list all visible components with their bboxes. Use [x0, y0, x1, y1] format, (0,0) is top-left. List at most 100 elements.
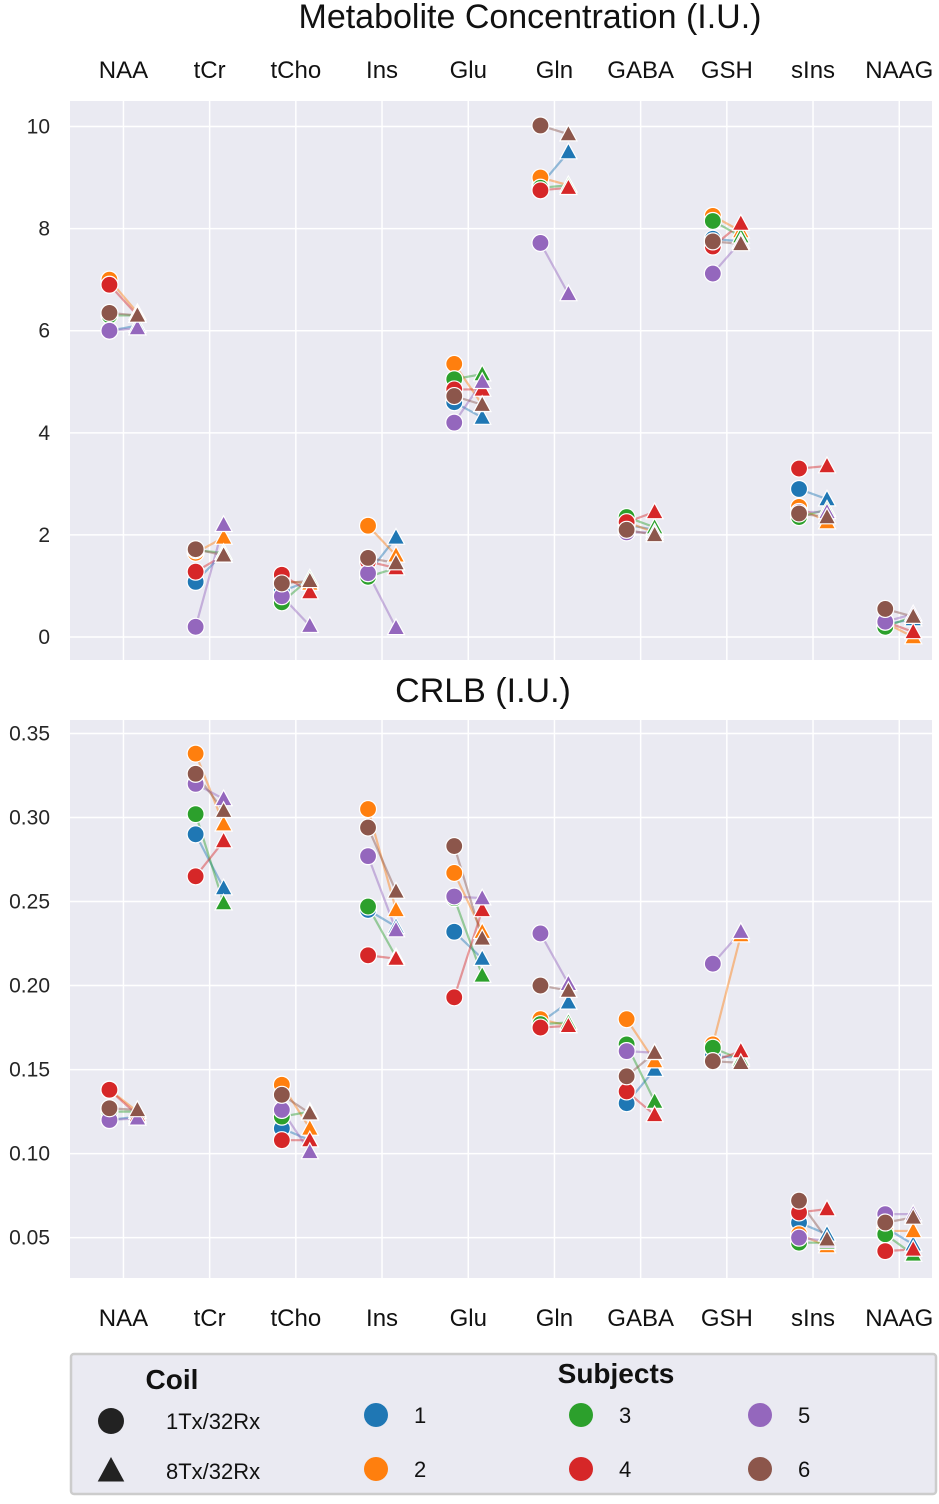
point-8tx-32rx: [214, 892, 234, 911]
point-8tx-32rx: [472, 407, 492, 425]
category-label: sIns: [791, 57, 835, 84]
category-label: sIns: [791, 1305, 835, 1332]
point-8tx-32rx: [472, 394, 492, 413]
category-label: Gln: [536, 1305, 573, 1332]
category-label: NAAG: [865, 57, 933, 84]
point-1tx-32rx: [703, 954, 722, 973]
paired-line: [194, 833, 225, 889]
category-label: Glu: [450, 1305, 487, 1332]
point-8tx-32rx: [386, 881, 406, 899]
point-1tx-32rx: [617, 1082, 636, 1101]
point-1tx-32rx: [358, 564, 378, 583]
category-label: NAA: [99, 1305, 148, 1332]
legend-coil-title: Coil: [146, 1364, 199, 1395]
legend-frame: [69, 1352, 938, 1496]
point-8tx-32rx: [558, 123, 579, 142]
point-1tx-32rx: [358, 516, 378, 535]
point-8tx-32rx: [300, 615, 320, 634]
point-8tx-32rx: [645, 1104, 665, 1123]
legend-subject-marker: [748, 1457, 772, 1481]
point-1tx-32rx: [100, 303, 119, 322]
legend-subject-label: 2: [414, 1457, 426, 1482]
point-1tx-32rx: [789, 479, 809, 499]
point-8tx-32rx: [472, 928, 492, 946]
category-label: GSH: [701, 57, 753, 84]
concentration-panel: 0 2 4 6 8 10 NAA tCr tCho Ins Glu Gln GABA GSH sIns NAA…: [27, 0, 933, 660]
point-8tx-32rx: [214, 514, 234, 533]
point-1tx-32rx: [358, 548, 378, 567]
point-1tx-32rx: [100, 1099, 119, 1118]
point-8tx-32rx: [903, 606, 923, 625]
y-tick-label: 8: [38, 218, 50, 241]
point-1tx-32rx: [703, 1052, 722, 1071]
point-8tx-32rx: [558, 141, 579, 160]
point-8tx-32rx: [386, 527, 406, 545]
category-label: GSH: [701, 1305, 753, 1332]
point-1tx-32rx: [445, 354, 464, 374]
point-1tx-32rx: [703, 264, 722, 283]
paired-line: [367, 827, 398, 892]
legend-subject-label: 6: [798, 1457, 810, 1482]
legend-subject-marker: [569, 1457, 593, 1481]
legend-subject-marker: [569, 1403, 593, 1427]
point-1tx-32rx: [531, 233, 550, 253]
y-tick-label: 0: [38, 626, 50, 649]
point-1tx-32rx: [100, 1080, 119, 1099]
y-tick-label: 0.10: [9, 1143, 50, 1166]
point-8tx-32rx: [472, 887, 492, 906]
point-8tx-32rx: [472, 899, 492, 918]
point-8tx-32rx: [558, 283, 579, 302]
point-1tx-32rx: [617, 1042, 636, 1061]
point-1tx-32rx: [789, 1191, 809, 1210]
y-tick-label: 6: [38, 320, 50, 343]
point-1tx-32rx: [445, 887, 464, 906]
point-1tx-32rx: [272, 1100, 291, 1120]
point-1tx-32rx: [186, 562, 205, 581]
category-label: Ins: [366, 1305, 398, 1332]
legend-subject-marker: [748, 1403, 772, 1427]
point-1tx-32rx: [186, 540, 205, 559]
legend-subject-label: 3: [619, 1403, 631, 1428]
category-label: GABA: [607, 1305, 674, 1332]
legend-subject-label: 1: [414, 1403, 426, 1428]
legend-triangle-marker: [97, 1457, 125, 1482]
point-1tx-32rx: [531, 116, 550, 135]
point-8tx-32rx: [817, 1198, 837, 1217]
legend: Coil 1Tx/32Rx 8Tx/32Rx Subjects 1 2 3 4 5 6: [69, 1352, 938, 1496]
point-1tx-32rx: [358, 897, 378, 916]
point-8tx-32rx: [731, 213, 751, 231]
point-1tx-32rx: [617, 520, 636, 539]
point-8tx-32rx: [731, 233, 751, 252]
y-tick-label: 0.25: [9, 891, 50, 914]
point-1tx-32rx: [617, 1010, 636, 1029]
point-1tx-32rx: [272, 1085, 291, 1104]
point-1tx-32rx: [358, 818, 378, 837]
category-label: Ins: [366, 57, 398, 84]
point-1tx-32rx: [186, 867, 205, 886]
point-1tx-32rx: [531, 976, 550, 995]
point-1tx-32rx: [186, 825, 205, 844]
point-8tx-32rx: [558, 980, 579, 998]
legend-subjects-title: Subjects: [558, 1358, 675, 1389]
point-8tx-32rx: [903, 621, 923, 640]
paired-line: [711, 934, 742, 1045]
plot-background: [70, 720, 932, 1278]
point-8tx-32rx: [817, 1229, 837, 1247]
paired-line: [367, 855, 398, 931]
point-1tx-32rx: [531, 1018, 550, 1037]
chart-title: CRLB (I.U.): [395, 672, 571, 710]
point-8tx-32rx: [214, 800, 234, 819]
legend-coil-label: 1Tx/32Rx: [166, 1409, 260, 1434]
category-label: tCho: [270, 1305, 321, 1332]
point-1tx-32rx: [876, 1242, 895, 1261]
point-1tx-32rx: [876, 1213, 895, 1232]
y-tick-label: 0.05: [9, 1227, 50, 1250]
point-8tx-32rx: [558, 992, 579, 1010]
category-label: Glu: [450, 57, 487, 84]
category-label: Gln: [536, 57, 573, 84]
paired-line: [453, 845, 484, 939]
point-8tx-32rx: [300, 581, 320, 600]
point-1tx-32rx: [789, 459, 809, 478]
point-1tx-32rx: [703, 232, 722, 251]
